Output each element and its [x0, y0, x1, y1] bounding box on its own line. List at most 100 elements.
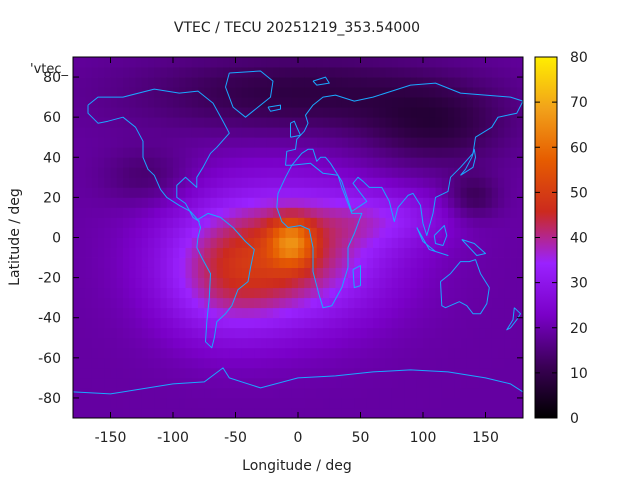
heatmap-cell [429, 147, 436, 158]
heatmap-cell [98, 317, 105, 329]
heatmap-cell [110, 237, 118, 248]
heatmap-cell [116, 77, 124, 88]
heatmap-cell [85, 397, 93, 409]
heatmap-cell [285, 337, 293, 349]
heatmap-cell [216, 407, 224, 419]
heatmap-cell [373, 377, 380, 389]
heatmap-cell [498, 307, 505, 319]
heatmap-cell [229, 77, 236, 88]
heatmap-cell [385, 167, 393, 178]
heatmap-cell [291, 147, 299, 158]
heatmap-cell [223, 177, 230, 188]
heatmap-cell [323, 327, 330, 339]
heatmap-cell [329, 147, 336, 158]
heatmap-cell [473, 177, 480, 188]
heatmap-cell [154, 117, 161, 128]
heatmap-cell [141, 87, 149, 98]
heatmap-cell [141, 77, 149, 88]
heatmap-cell [166, 267, 174, 279]
heatmap-cell [310, 247, 318, 258]
heatmap-cell [454, 197, 461, 208]
heatmap-cell [73, 87, 80, 98]
heatmap-cell [479, 157, 486, 168]
heatmap-cell [191, 407, 199, 419]
heatmap-cell [466, 387, 474, 399]
heatmap-cell [404, 137, 411, 148]
heatmap-cell [98, 227, 105, 238]
heatmap-cell [191, 317, 199, 329]
heatmap-cell [248, 157, 255, 168]
heatmap-cell [379, 167, 386, 178]
heatmap-cell [510, 97, 518, 108]
heatmap-cell [510, 147, 518, 158]
heatmap-cell [129, 137, 136, 148]
heatmap-cell [516, 97, 524, 108]
heatmap-cell [441, 117, 449, 128]
heatmap-cell [241, 177, 249, 188]
heatmap-cell [91, 397, 99, 409]
heatmap-cell [491, 377, 499, 389]
heatmap-cell [91, 247, 99, 258]
heatmap-cell [335, 237, 343, 248]
heatmap-cell [98, 257, 105, 268]
heatmap-cell [466, 77, 474, 88]
heatmap-cell [229, 317, 236, 329]
heatmap-cell [498, 287, 505, 299]
heatmap-cell [366, 267, 374, 279]
heatmap-cell [454, 277, 461, 289]
heatmap-cell [404, 187, 411, 198]
heatmap-cell [235, 267, 243, 279]
heatmap-cell [185, 97, 193, 108]
heatmap-cell [373, 337, 380, 349]
heatmap-cell [485, 207, 493, 218]
heatmap-cell [385, 227, 393, 238]
heatmap-cell [129, 237, 136, 248]
heatmap-cell [73, 127, 80, 138]
heatmap-cell [279, 407, 286, 419]
heatmap-cell [360, 107, 368, 118]
heatmap-cell [423, 97, 430, 108]
heatmap-cell [85, 97, 93, 108]
heatmap-cell [73, 367, 80, 379]
heatmap-cell [391, 127, 399, 138]
heatmap-cell [79, 297, 86, 309]
heatmap-cell [304, 157, 311, 168]
heatmap-cell [116, 57, 124, 68]
heatmap-cell [79, 107, 86, 118]
heatmap-cell [135, 97, 143, 108]
heatmap-cell [254, 67, 261, 78]
heatmap-cell [316, 367, 324, 379]
heatmap-cell [423, 67, 430, 78]
heatmap-cell [148, 217, 155, 228]
heatmap-cell [104, 57, 111, 68]
heatmap-cell [373, 257, 380, 268]
heatmap-cell [485, 347, 493, 359]
heatmap-cell [104, 67, 111, 78]
heatmap-cell [166, 257, 174, 268]
heatmap-cell [154, 87, 161, 98]
y-axis-label: Latitude / deg [7, 188, 23, 286]
heatmap-cell [266, 267, 274, 279]
heatmap-cell [273, 287, 280, 299]
heatmap-cell [404, 267, 411, 279]
heatmap-cell [160, 147, 168, 158]
heatmap-cell [260, 347, 268, 359]
heatmap-cell [385, 67, 393, 78]
heatmap-cell [416, 127, 424, 138]
heatmap-cell [185, 157, 193, 168]
heatmap-cell [304, 207, 311, 218]
heatmap-cell [510, 247, 518, 258]
heatmap-cell [516, 277, 524, 289]
heatmap-cell [491, 167, 499, 178]
heatmap-cell [185, 67, 193, 78]
heatmap-cell [360, 217, 368, 228]
heatmap-cell [435, 117, 443, 128]
heatmap-cell [316, 207, 324, 218]
heatmap-cell [185, 217, 193, 228]
heatmap-cell [316, 187, 324, 198]
heatmap-cell [260, 317, 268, 329]
heatmap-cell [416, 247, 424, 258]
heatmap-cell [485, 337, 493, 349]
heatmap-cell [198, 337, 205, 349]
